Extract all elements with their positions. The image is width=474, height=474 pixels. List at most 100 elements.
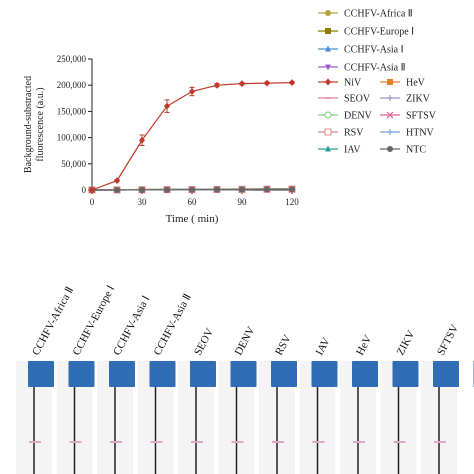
data-point (89, 186, 95, 194)
legend-label: IAV (344, 145, 361, 156)
series-ntc (89, 186, 295, 193)
control-band (231, 441, 244, 443)
series-line (91, 82, 293, 191)
series-niv (89, 79, 295, 194)
legend-entry: IAV (318, 145, 361, 156)
data-point (164, 186, 170, 193)
strip-label: RSV (273, 333, 294, 358)
strip-denv: DENV (218, 325, 258, 474)
strip-sample-pad (352, 361, 378, 387)
control-band (69, 441, 82, 443)
y-tick-label: 200,000 (57, 80, 87, 90)
legend-label: HTNV (406, 128, 435, 139)
legend-entry: NTC (380, 145, 426, 156)
control-band (29, 441, 41, 443)
x-tick-label: 120 (285, 197, 299, 207)
y-tick-label: 50,000 (61, 159, 86, 169)
control-band (434, 441, 446, 443)
legend-marker (387, 79, 393, 85)
legend-marker (325, 28, 331, 34)
legend-marker (387, 129, 393, 135)
data-point (289, 186, 295, 193)
data-point (164, 102, 170, 110)
strip-sample-pad (28, 361, 54, 387)
legend-marker (387, 146, 393, 152)
strip-label: CCHFV-Africa Ⅱ (30, 285, 76, 357)
control-band (353, 441, 365, 443)
data-point (264, 186, 270, 193)
legend-label: DENV (344, 111, 373, 122)
legend-label: NiV (344, 78, 362, 89)
control-band (393, 441, 406, 443)
legend-entry: HTNV (380, 128, 435, 139)
y-tick-label: 0 (82, 185, 87, 195)
data-point (189, 87, 195, 95)
strip-sample-pad (190, 361, 216, 387)
strip-sftsv: SFTSV (421, 323, 461, 474)
legend-marker (325, 64, 331, 71)
legend-label: HeV (406, 78, 426, 89)
strip-sample-pad (311, 361, 338, 387)
y-tick-label: 100,000 (57, 133, 87, 143)
legend-entry: SEOV (318, 94, 371, 105)
x-tick-label: 90 (238, 197, 248, 207)
legend-marker (324, 111, 332, 119)
strip-seov: SEOV (178, 326, 216, 474)
legend: CCHFV-Africa Ⅱ CCHFV-Europe Ⅰ CCHFV-Asia Ⅰ… (318, 9, 437, 156)
data-point (214, 186, 220, 193)
legend-label: NTC (406, 145, 426, 156)
legend-entry: NiV (318, 78, 362, 89)
fluorescence-line-chart: 0 50,000 100,000 150,000 200,000 250,000 0 30 60… (23, 9, 437, 226)
data-point (114, 186, 120, 193)
control-band (150, 441, 163, 443)
legend-marker (324, 128, 332, 136)
legend-entry: CCHFV-Africa Ⅱ (318, 9, 413, 20)
strip-label: CCHFV-Asia Ⅰ (111, 294, 152, 357)
legend-marker (387, 95, 393, 101)
strip-iav: IAV (299, 336, 338, 474)
legend-entry: DENV (318, 111, 373, 122)
strip-label: HeV (354, 333, 374, 357)
strip-label: CCHFV-Asia Ⅱ (152, 292, 194, 357)
x-tick-label: 60 (188, 197, 198, 207)
legend-marker (325, 78, 331, 86)
strip-sample-pad (68, 361, 95, 387)
x-axis-label: Time ( min) (166, 213, 219, 225)
data-point (189, 186, 195, 193)
strip-sample-pad (271, 361, 297, 387)
data-point (239, 186, 245, 193)
legend-entry: HeV (380, 78, 426, 89)
y-tick-label: 150,000 (57, 106, 87, 116)
strip-label: SEOV (192, 326, 216, 357)
control-band (110, 441, 122, 443)
strip-label: DENV (233, 325, 258, 358)
legend-label: CCHFV-Europe Ⅰ (344, 27, 414, 38)
y-tick-label: 250,000 (57, 54, 87, 64)
data-point (264, 79, 270, 87)
legend-label: SEOV (344, 94, 371, 105)
data-point (239, 80, 245, 88)
data-point (114, 177, 120, 185)
legend-label: CCHFV-Asia Ⅰ (344, 45, 404, 56)
legend-label: CCHFV-Asia Ⅱ (344, 63, 406, 74)
x-tick-label: 0 (90, 197, 95, 207)
strip-sample-pad (230, 361, 257, 387)
strip-sample-pad (433, 361, 459, 387)
data-point (289, 79, 295, 87)
series-layer (88, 79, 296, 194)
strip-label: IAV (314, 336, 333, 358)
legend-label: SFTSV (406, 111, 437, 122)
control-band (312, 441, 325, 443)
control-band (272, 441, 284, 443)
legend-entry: CCHFV-Asia Ⅱ (318, 63, 406, 74)
strip-label: ZIKV (395, 329, 418, 358)
legend-entry: ZIKV (380, 94, 431, 105)
strip-rsv: RSV (259, 333, 297, 474)
legend-label: CCHFV-Africa Ⅱ (344, 9, 413, 20)
legend-marker (325, 45, 331, 52)
legend-marker (325, 145, 331, 152)
strip-zikv: ZIKV (380, 329, 419, 474)
legend-label: ZIKV (406, 94, 431, 105)
legend-entry: CCHFV-Europe Ⅰ (318, 27, 414, 38)
